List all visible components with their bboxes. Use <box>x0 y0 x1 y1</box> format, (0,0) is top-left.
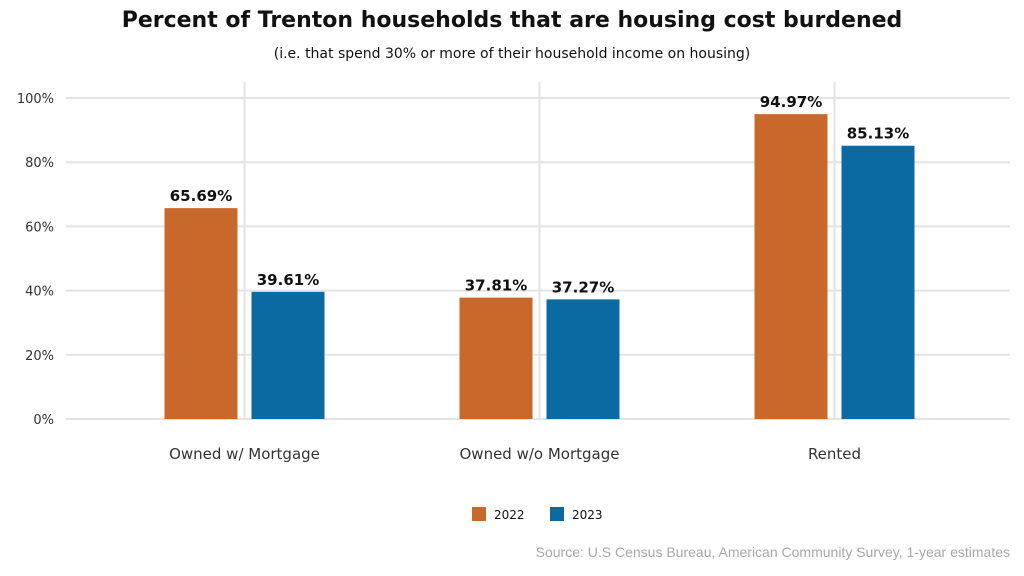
y-tick-label: 60% <box>25 220 54 235</box>
bar-2023 <box>546 299 620 419</box>
y-tick-label: 80% <box>25 156 54 171</box>
y-tick-label: 100% <box>17 92 54 107</box>
data-label: 85.13% <box>847 125 909 143</box>
bar-2022 <box>459 297 533 419</box>
legend-label: 2022 <box>494 508 525 522</box>
y-tick-label: 0% <box>33 413 54 428</box>
data-label: 37.27% <box>552 278 614 296</box>
chart-subtitle: (i.e. that spend 30% or more of their ho… <box>273 46 751 62</box>
x-category-label: Rented <box>808 445 861 463</box>
source-note: Source: U.S Census Bureau, American Comm… <box>535 544 1010 560</box>
data-label: 39.61% <box>257 271 319 289</box>
bar-2023 <box>841 145 915 419</box>
data-label: 65.69% <box>170 187 232 205</box>
legend-label: 2023 <box>572 508 603 522</box>
bar-2023 <box>251 291 325 419</box>
y-tick-label: 20% <box>25 349 54 364</box>
legend-swatch <box>550 507 564 521</box>
legend-swatch <box>472 507 486 521</box>
data-label: 94.97% <box>760 93 822 111</box>
x-category-label: Owned w/ Mortgage <box>169 445 320 463</box>
bar-2022 <box>164 208 238 419</box>
bar-2022 <box>754 114 828 419</box>
chart-title: Percent of Trenton households that are h… <box>121 8 903 33</box>
y-tick-label: 40% <box>25 285 54 300</box>
x-category-label: Owned w/o Mortgage <box>460 445 620 463</box>
data-label: 37.81% <box>465 277 527 295</box>
